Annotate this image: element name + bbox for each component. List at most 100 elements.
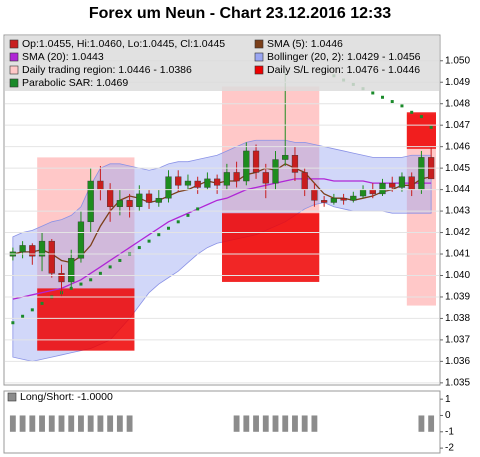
- bar: [126, 415, 133, 432]
- bar: [68, 415, 75, 432]
- candle-body: [87, 180, 94, 223]
- sar-dot: [21, 314, 25, 318]
- candle-body: [291, 155, 299, 173]
- sar-dot: [108, 265, 112, 269]
- line: [12, 178, 432, 300]
- candle-body: [311, 189, 318, 201]
- candle-body: [58, 273, 65, 283]
- bar: [311, 415, 318, 432]
- candle-body: [262, 172, 269, 184]
- bar: [253, 415, 259, 432]
- sar-dot: [79, 282, 83, 286]
- sar-dot: [118, 258, 122, 262]
- sar-dot: [147, 239, 151, 243]
- legend-swatch: [254, 39, 264, 49]
- candle-body: [408, 176, 415, 190]
- candle-body: [204, 178, 211, 188]
- bar: [292, 415, 298, 432]
- bar: [282, 415, 289, 432]
- candle-body: [19, 245, 26, 253]
- sar-dot: [381, 95, 384, 99]
- candle-body: [340, 197, 347, 201]
- sar-dot: [157, 233, 161, 237]
- bar: [262, 415, 269, 432]
- sar-dot: [40, 301, 44, 305]
- legend-swatch: [9, 65, 19, 75]
- bar: [243, 415, 250, 432]
- legend-label: Long/Short: -1.0000: [20, 391, 113, 403]
- y-tick-label: -2: [445, 443, 454, 454]
- sar-dot: [400, 104, 404, 108]
- y-tick-label: 1: [445, 394, 451, 405]
- candle-body: [321, 200, 328, 203]
- legend-background: [5, 36, 439, 91]
- candle-body: [282, 155, 289, 160]
- y-tick-label: 1.041: [445, 249, 470, 260]
- candle-body: [107, 189, 114, 207]
- bar: [428, 415, 435, 432]
- legend-swatch: [254, 52, 264, 62]
- legend-swatch: [9, 39, 19, 49]
- legend-label: Daily S/L region: 1.0476 - 1.0446: [267, 64, 420, 76]
- candle-body: [379, 182, 386, 195]
- legend-label: Op:1.0455, Hi:1.0460, Lo:1.0445, Cl:1.04…: [22, 38, 225, 50]
- candle-body: [116, 200, 123, 207]
- region: [222, 213, 320, 282]
- candle-body: [243, 150, 250, 182]
- candle-body: [330, 197, 337, 203]
- y-tick-label: 1.038: [445, 313, 470, 324]
- y-tick-label: 1.047: [445, 120, 470, 131]
- y-tick-label: -1: [445, 426, 454, 437]
- candle-body: [194, 180, 201, 188]
- bar: [233, 415, 240, 432]
- bar: [19, 415, 26, 432]
- sar-dot: [11, 321, 15, 325]
- bar: [48, 415, 55, 432]
- candle-body: [233, 172, 240, 182]
- candle-body: [155, 197, 162, 203]
- legend-swatch: [9, 52, 19, 62]
- y-tick-label: 1.048: [445, 98, 470, 109]
- legend-label: SMA (20): 1.0443: [22, 51, 104, 63]
- sar-dot: [98, 271, 102, 275]
- y-tick-label: 1.049: [445, 77, 470, 88]
- candle-body: [214, 178, 221, 186]
- legend-swatch: [7, 392, 17, 402]
- candle-body: [272, 159, 279, 184]
- y-tick-label: 1.042: [445, 227, 470, 238]
- y-tick-label: 1.037: [445, 335, 470, 346]
- legend-label: Daily trading region: 1.0446 - 1.0386: [22, 64, 192, 76]
- candle-body: [77, 221, 85, 259]
- bar: [58, 415, 65, 432]
- candle-body: [38, 240, 46, 257]
- candle-body: [184, 180, 192, 186]
- candle-body: [418, 157, 425, 190]
- y-tick-label: 1.035: [445, 377, 470, 388]
- y-tick-label: 1.043: [445, 206, 470, 217]
- sar-dot: [419, 115, 423, 119]
- candle-body: [175, 176, 182, 186]
- candle-body: [48, 240, 55, 274]
- y-tick-label: 1.045: [445, 163, 470, 174]
- bar: [116, 415, 123, 432]
- candle-body: [223, 172, 230, 186]
- sar-dot: [137, 246, 141, 250]
- sar-dot: [176, 220, 180, 224]
- candle-body: [29, 245, 36, 257]
- candle-body: [136, 193, 143, 207]
- legend-label: Bollinger (20, 2): 1.0429 - 1.0456: [267, 51, 421, 63]
- sar-dot: [186, 213, 190, 217]
- bar: [97, 415, 104, 432]
- bar: [301, 415, 308, 432]
- y-tick-label: 1.050: [445, 55, 470, 66]
- candle-body: [350, 195, 357, 201]
- chart-title: Forex um Neun - Chart 23.12.2016 12:33: [89, 5, 391, 22]
- bar: [418, 415, 425, 432]
- bar: [107, 415, 114, 432]
- candle-body: [301, 172, 308, 190]
- bar: [29, 415, 36, 432]
- bar: [9, 415, 16, 432]
- candle-body: [126, 200, 133, 207]
- candle-body: [369, 189, 376, 195]
